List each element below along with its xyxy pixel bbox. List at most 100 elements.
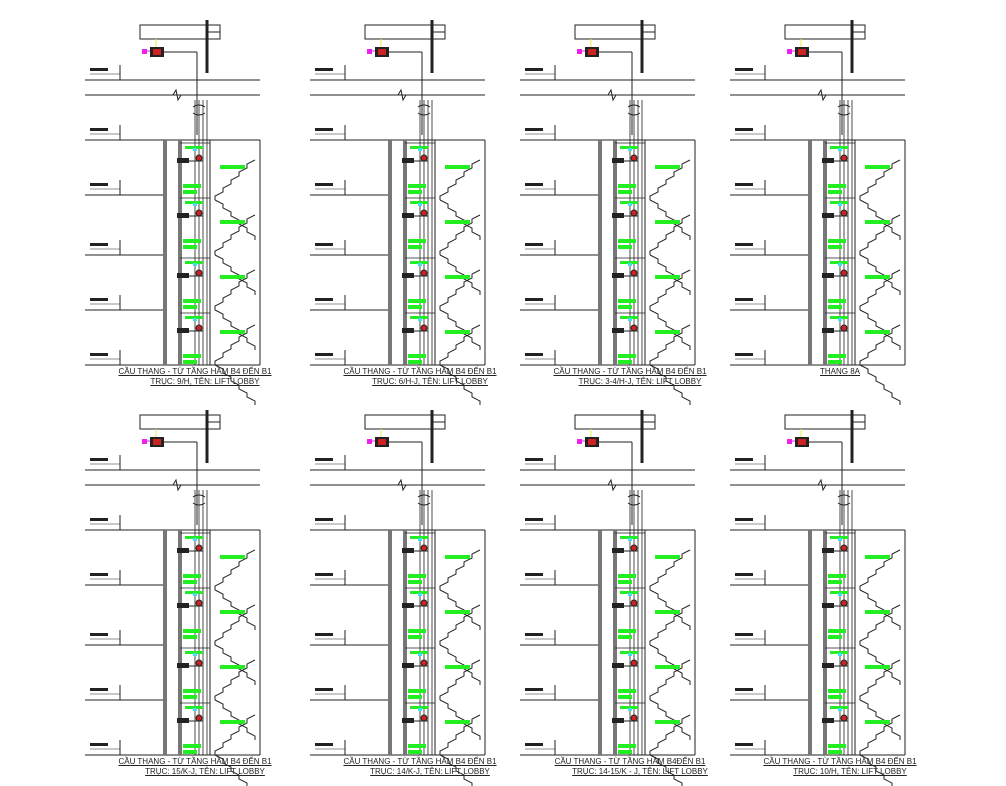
level-marker — [315, 743, 333, 746]
cyan-mark — [838, 653, 842, 656]
cyan-mark — [193, 593, 197, 596]
cyan-mark — [193, 203, 197, 206]
level-marker — [735, 243, 753, 246]
green-tag — [408, 635, 422, 639]
green-tag — [183, 750, 197, 754]
panel-device-core — [153, 49, 161, 55]
level-marker — [315, 68, 333, 71]
green-tag — [220, 720, 245, 724]
panel-title: CẦU THANG - TỪ TẦNG HẦM B4 ĐẾN B1 — [553, 367, 707, 376]
green-tag — [828, 744, 846, 748]
green-tag — [220, 275, 245, 279]
magenta-device — [787, 49, 792, 54]
green-tag — [618, 744, 636, 748]
wall — [598, 530, 602, 755]
panel-subtitle: TRỤC: 14/K-J, TÊN: LIFT LOBBY — [370, 767, 490, 776]
green-tag — [408, 744, 426, 748]
green-tag — [865, 665, 890, 669]
green-tag — [828, 239, 846, 243]
shaft-break — [837, 494, 851, 506]
green-tag — [655, 275, 680, 279]
green-tag — [445, 720, 470, 724]
detector-icon — [420, 324, 428, 332]
green-tag — [618, 184, 636, 188]
green-tag — [618, 190, 632, 194]
riser-panel — [730, 410, 906, 786]
green-tag — [828, 629, 846, 633]
green-tag — [408, 689, 426, 693]
cyan-mark — [628, 148, 632, 151]
green-tag — [410, 591, 428, 594]
level-marker — [90, 353, 108, 356]
panel-device-core — [798, 439, 806, 445]
cyan-mark — [193, 148, 197, 151]
panel-title: CẦU THANG - TỪ TẦNG HẦM B4ĐẾN B1 — [554, 757, 706, 766]
green-tag — [408, 299, 426, 303]
green-tag — [410, 651, 428, 654]
green-tag — [830, 591, 848, 594]
green-tag — [183, 245, 197, 249]
wall — [808, 530, 812, 755]
green-tag — [408, 354, 426, 358]
cyan-mark — [628, 593, 632, 596]
green-tag — [655, 720, 680, 724]
level-marker — [315, 353, 333, 356]
level-marker — [90, 688, 108, 691]
green-tag — [183, 360, 197, 364]
detector-icon — [195, 209, 203, 217]
cyan-mark — [628, 318, 632, 321]
device-block — [822, 328, 834, 333]
magenta-device — [367, 439, 372, 444]
device-block — [612, 663, 624, 668]
panel-subtitle: TRỤC: 3-4/H-J, TÊN: LIFT LOBBY — [578, 377, 702, 386]
device-block — [612, 718, 624, 723]
detector-icon — [840, 209, 848, 217]
green-tag — [618, 750, 632, 754]
detector-icon — [840, 324, 848, 332]
detector-icon — [420, 714, 428, 722]
green-tag — [828, 184, 846, 188]
green-tag — [828, 750, 842, 754]
cyan-mark — [193, 318, 197, 321]
device-block — [402, 663, 414, 668]
shaft-break — [417, 494, 431, 506]
green-tag — [185, 651, 203, 654]
device-block — [822, 158, 834, 163]
device-block — [402, 548, 414, 553]
riser-panel — [520, 20, 696, 405]
green-tag — [830, 201, 848, 204]
panel-subtitle: TRỤC: 10/H, TÊN: LIFT LOBBY — [793, 767, 907, 776]
green-tag — [828, 574, 846, 578]
green-tag — [445, 165, 470, 169]
riser-panel — [310, 410, 486, 786]
detector-icon — [195, 269, 203, 277]
detector-icon — [195, 544, 203, 552]
break-symbol — [397, 478, 407, 492]
green-tag — [220, 665, 245, 669]
panel-device-core — [378, 49, 386, 55]
device-block — [822, 663, 834, 668]
green-tag — [183, 635, 197, 639]
device-block — [402, 273, 414, 278]
riser-panel — [520, 410, 696, 786]
cyan-mark — [628, 653, 632, 656]
green-tag — [618, 635, 632, 639]
device-block — [177, 273, 189, 278]
cyan-mark — [838, 708, 842, 711]
magenta-device — [787, 439, 792, 444]
magenta-device — [142, 439, 147, 444]
detector-icon — [420, 659, 428, 667]
green-tag — [445, 610, 470, 614]
device-block — [612, 213, 624, 218]
wall — [163, 140, 167, 365]
magenta-device — [577, 439, 582, 444]
green-tag — [618, 580, 632, 584]
magenta-device — [142, 49, 147, 54]
green-tag — [408, 629, 426, 633]
detector-icon — [630, 269, 638, 277]
green-tag — [828, 190, 842, 194]
cyan-mark — [418, 593, 422, 596]
break-symbol — [397, 88, 407, 102]
cyan-mark — [418, 538, 422, 541]
level-marker — [90, 633, 108, 636]
